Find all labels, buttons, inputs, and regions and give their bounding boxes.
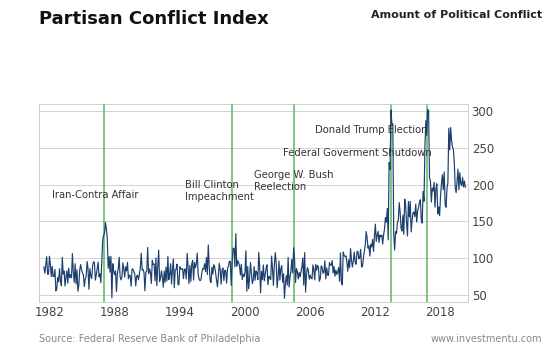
Text: Iran-Contra Affair: Iran-Contra Affair [52,190,138,200]
Text: George W. Bush
Reelection: George W. Bush Reelection [254,170,333,193]
Text: Donald Trump Election: Donald Trump Election [316,125,428,135]
Text: Amount of Political Conflict: Amount of Political Conflict [371,10,542,20]
Text: Federal Goverment Shutdown: Federal Goverment Shutdown [283,148,432,158]
Text: Source: Federal Reserve Bank of Philadelphia: Source: Federal Reserve Bank of Philadel… [39,333,260,344]
Text: Partisan Conflict Index: Partisan Conflict Index [39,10,268,28]
Text: www.investmentu.com: www.investmentu.com [430,333,542,344]
Text: Bill Clinton
Impeachment: Bill Clinton Impeachment [185,179,254,202]
